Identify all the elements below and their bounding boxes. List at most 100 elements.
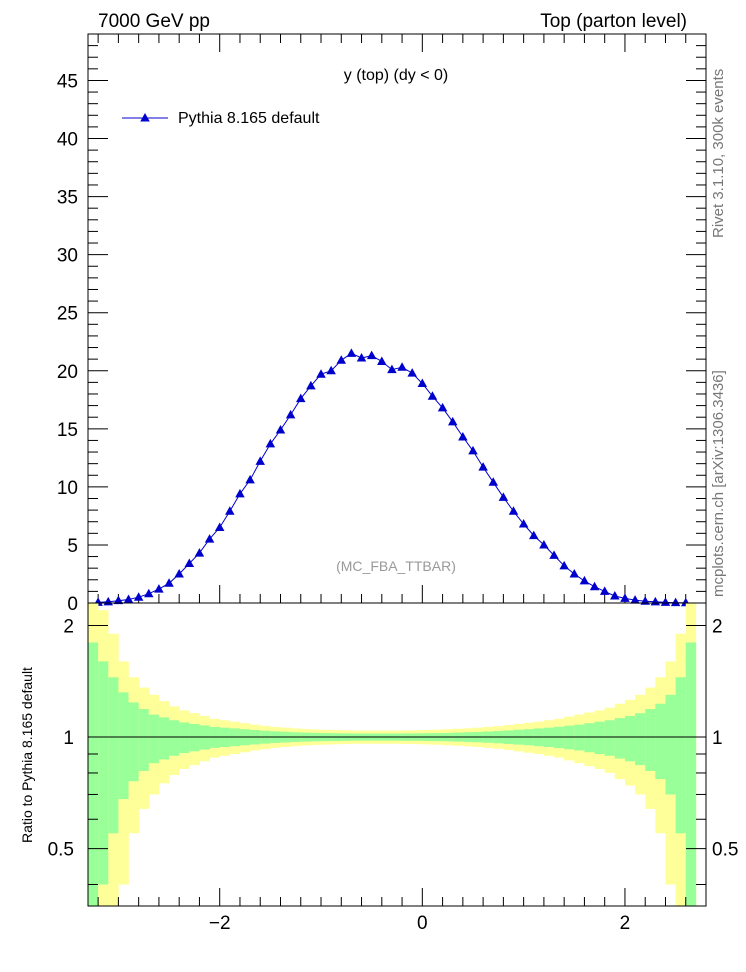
analysis-watermark: (MC_FBA_TTBAR) — [336, 558, 456, 574]
data-point — [204, 534, 215, 543]
legend-label: Pythia 8.165 default — [178, 110, 320, 127]
ratio-y-axis-label: Ratio to Pythia 8.165 default — [19, 667, 35, 843]
data-point — [508, 506, 519, 515]
data-point — [549, 550, 559, 559]
data-point — [447, 416, 458, 426]
data-point — [144, 588, 154, 598]
main-plot-panel: 0 5 10 15 20 25 30 35 40 45 y (top) (dy < 0) (MC_… — [57, 33, 707, 615]
plot-title: y (top) (dy < 0) — [344, 67, 448, 84]
ratio-band-inner — [179, 722, 190, 754]
main-ticks — [88, 34, 706, 604]
data-point — [306, 380, 316, 390]
data-point — [245, 474, 255, 484]
data-point — [154, 584, 164, 593]
data-point — [397, 362, 407, 371]
data-point — [174, 568, 184, 578]
data-point — [437, 402, 448, 412]
data-point — [468, 445, 478, 455]
data-point — [458, 431, 468, 441]
data-point — [366, 350, 377, 360]
ratio-band-inner — [635, 713, 646, 766]
data-point — [660, 597, 671, 606]
data-point — [539, 539, 549, 549]
data-point — [569, 568, 580, 578]
ratio-band-inner — [158, 717, 170, 760]
ratio-y-tick-label-left: 1 — [63, 728, 74, 749]
data-point — [579, 575, 590, 585]
data-point — [346, 348, 357, 357]
ratio-band-inner — [685, 642, 697, 906]
main-y-tick-label: 45 — [57, 71, 78, 92]
legend-marker-icon — [140, 113, 150, 122]
data-point — [235, 488, 245, 498]
ratio-plot-frame — [87, 602, 707, 907]
main-y-tick-label: 10 — [57, 478, 78, 499]
ratio-band-inner — [624, 715, 636, 762]
ratio-bands — [88, 603, 697, 906]
mcplots-label: mcplots.cern.ch [arXiv:1306.3436] — [710, 370, 727, 597]
rivet-label: Rivet 3.1.10, 300k events — [710, 69, 727, 238]
data-point — [356, 352, 367, 362]
main-y-tick-label: 5 — [67, 536, 78, 557]
ratio-band-inner — [604, 720, 616, 756]
data-point — [610, 591, 620, 600]
data-point — [488, 477, 498, 486]
ratio-x-tick-labels: −2 0 2 — [209, 913, 630, 934]
ratio-band-inner — [189, 723, 200, 752]
data-point — [417, 378, 428, 388]
ratio-band-inner — [138, 709, 150, 771]
ratio-band-inner — [594, 721, 605, 755]
ratio-band-inner — [118, 692, 129, 800]
ratio-x-tick-label: 2 — [620, 913, 631, 934]
ratio-y-tick-label-right: 2 — [712, 616, 723, 637]
ratio-x-tick-label: −2 — [209, 913, 231, 934]
data-point — [113, 595, 124, 605]
legend: Pythia 8.165 default — [122, 110, 320, 127]
main-y-tick-label: 0 — [67, 594, 78, 615]
data-point — [650, 596, 661, 606]
header-right: Top (parton level) — [540, 11, 687, 32]
data-point — [630, 595, 640, 604]
data-point — [407, 368, 417, 377]
data-point — [589, 581, 600, 591]
data-point — [133, 592, 144, 601]
ratio-ticks — [88, 624, 706, 906]
ratio-plot-panel: 0.5 0.5 1 1 2 2 −2 0 2 Ratio to Pythia 8.165 de… — [19, 602, 738, 934]
data-point — [225, 506, 235, 515]
ratio-band-inner — [614, 718, 626, 759]
ratio-band-inner — [675, 677, 687, 834]
data-point — [184, 558, 195, 568]
ratio-y-tick-label-left: 0.5 — [48, 840, 74, 861]
data-point — [265, 438, 276, 448]
main-y-tick-label: 15 — [57, 420, 78, 441]
data-point — [285, 409, 296, 419]
data-point — [275, 424, 286, 434]
data-point — [194, 548, 205, 557]
main-y-tick-label: 30 — [57, 246, 78, 267]
ratio-band-inner — [584, 723, 595, 753]
data-point — [316, 369, 326, 378]
main-y-tick-labels: 0 5 10 15 20 25 30 35 40 45 — [57, 71, 78, 615]
ratio-y-tick-label-right: 1 — [712, 728, 723, 749]
ratio-band-inner — [128, 702, 139, 782]
data-point — [478, 462, 488, 471]
data-point — [427, 391, 438, 400]
data-point — [498, 492, 509, 501]
data-point — [387, 364, 397, 374]
data-point — [326, 365, 336, 375]
data-point — [214, 522, 225, 532]
main-y-tick-label: 35 — [57, 188, 78, 209]
data-point — [670, 597, 681, 607]
data-point — [518, 519, 529, 528]
data-point — [599, 586, 610, 595]
ratio-band-inner — [169, 720, 180, 756]
main-y-tick-label: 25 — [57, 304, 78, 325]
ratio-band-inner — [98, 661, 109, 885]
data-point — [620, 593, 630, 602]
main-y-tick-label: 40 — [57, 130, 78, 151]
ratio-y-tick-label-right: 0.5 — [712, 840, 738, 861]
ratio-band-inner — [655, 703, 666, 780]
ratio-x-tick-label: 0 — [417, 913, 428, 934]
data-point — [123, 594, 134, 604]
